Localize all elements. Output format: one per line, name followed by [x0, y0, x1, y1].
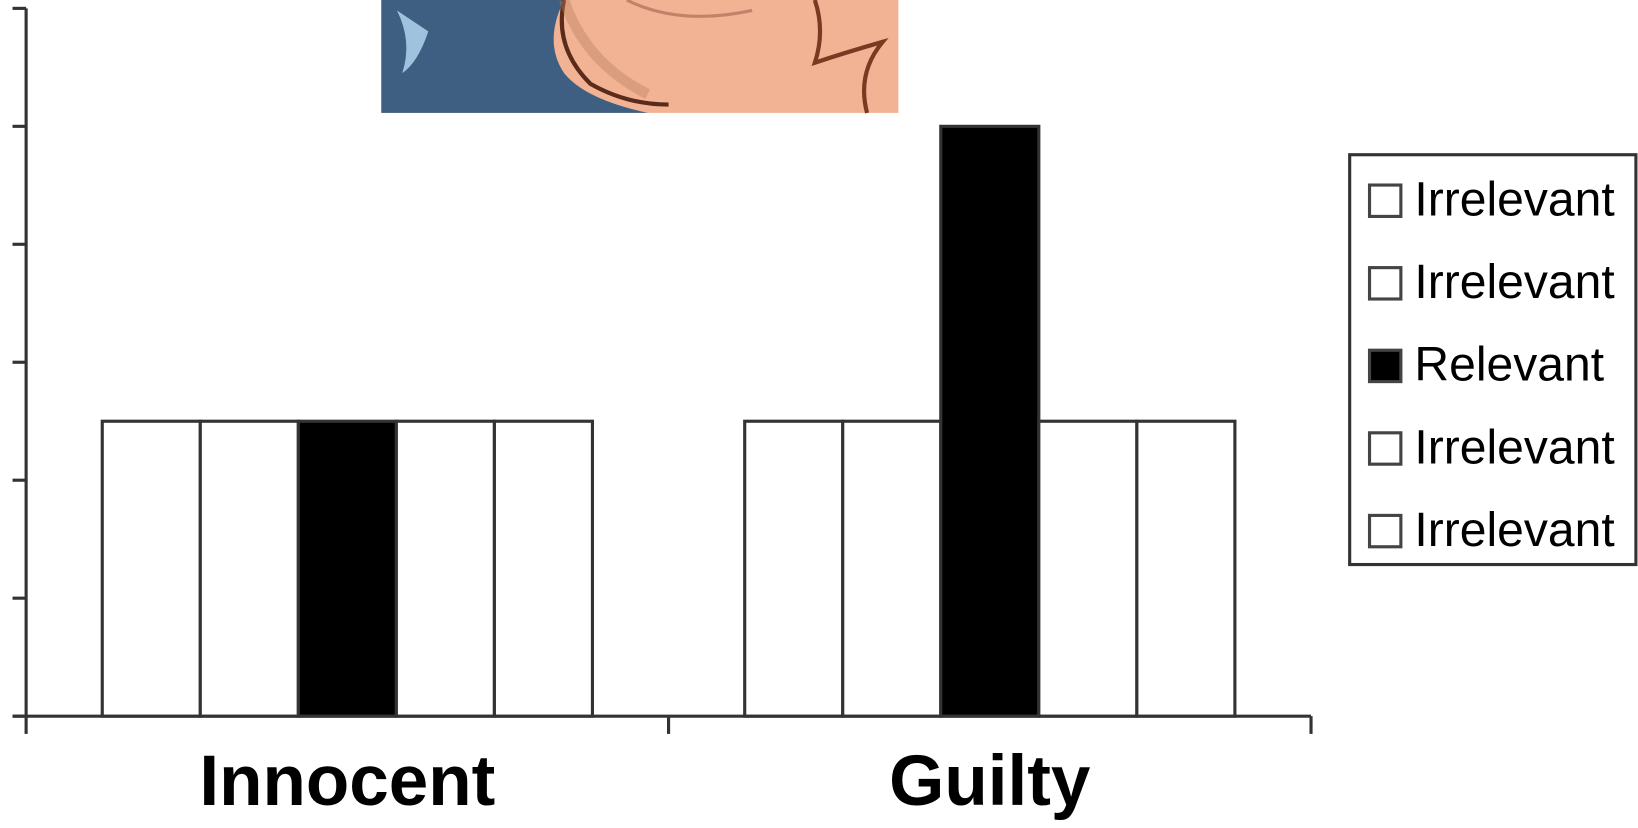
bar: [200, 421, 298, 716]
legend-swatch: [1370, 185, 1401, 216]
illustration: [381, 0, 898, 113]
bar: [396, 421, 494, 716]
legend-label: Irrelevant: [1414, 503, 1614, 557]
bar: [494, 421, 592, 716]
bar: [843, 421, 941, 716]
bar: [941, 126, 1039, 716]
legend-label: Irrelevant: [1414, 255, 1614, 309]
legend-label: Irrelevant: [1414, 420, 1614, 474]
legend-label: Irrelevant: [1414, 173, 1614, 227]
bar: [1039, 421, 1137, 716]
x-tick-label: Innocent: [199, 742, 495, 821]
legend-swatch: [1370, 433, 1401, 464]
legend-swatch: [1370, 350, 1401, 381]
x-tick-label: Guilty: [889, 742, 1091, 821]
bar: [745, 421, 843, 716]
chart: Innocent Guilty Irrelevant Irrelevant Releva…: [0, 0, 1638, 828]
bar: [298, 421, 396, 716]
legend-swatch: [1370, 268, 1401, 299]
legend-label: Relevant: [1414, 338, 1604, 392]
bar: [1137, 421, 1235, 716]
bar: [102, 421, 200, 716]
legend-swatch: [1370, 515, 1401, 546]
